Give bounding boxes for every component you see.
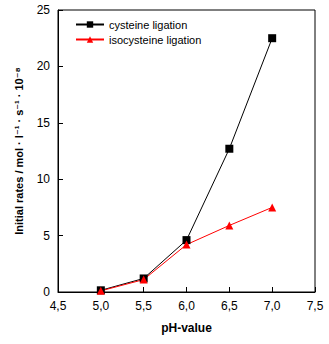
svg-text:15: 15 xyxy=(37,116,51,130)
svg-text:7,0: 7,0 xyxy=(264,299,281,313)
svg-text:25: 25 xyxy=(37,3,51,17)
svg-text:0: 0 xyxy=(43,285,50,299)
svg-text:6,5: 6,5 xyxy=(221,299,238,313)
svg-text:7,5: 7,5 xyxy=(307,299,324,313)
svg-text:5,0: 5,0 xyxy=(92,299,109,313)
svg-text:pH-value: pH-value xyxy=(161,321,212,335)
svg-text:10: 10 xyxy=(37,172,51,186)
svg-text:6,0: 6,0 xyxy=(178,299,195,313)
svg-text:cysteine ligation: cysteine ligation xyxy=(109,19,187,31)
svg-text:Initial rates / mol · l⁻¹ · s⁻: Initial rates / mol · l⁻¹ · s⁻¹ · 10⁻⁸ xyxy=(13,67,25,234)
svg-text:isocysteine ligation: isocysteine ligation xyxy=(109,34,201,46)
svg-text:20: 20 xyxy=(37,59,51,73)
svg-text:5,5: 5,5 xyxy=(135,299,152,313)
svg-text:4,5: 4,5 xyxy=(50,299,67,313)
svg-text:5: 5 xyxy=(43,229,50,243)
